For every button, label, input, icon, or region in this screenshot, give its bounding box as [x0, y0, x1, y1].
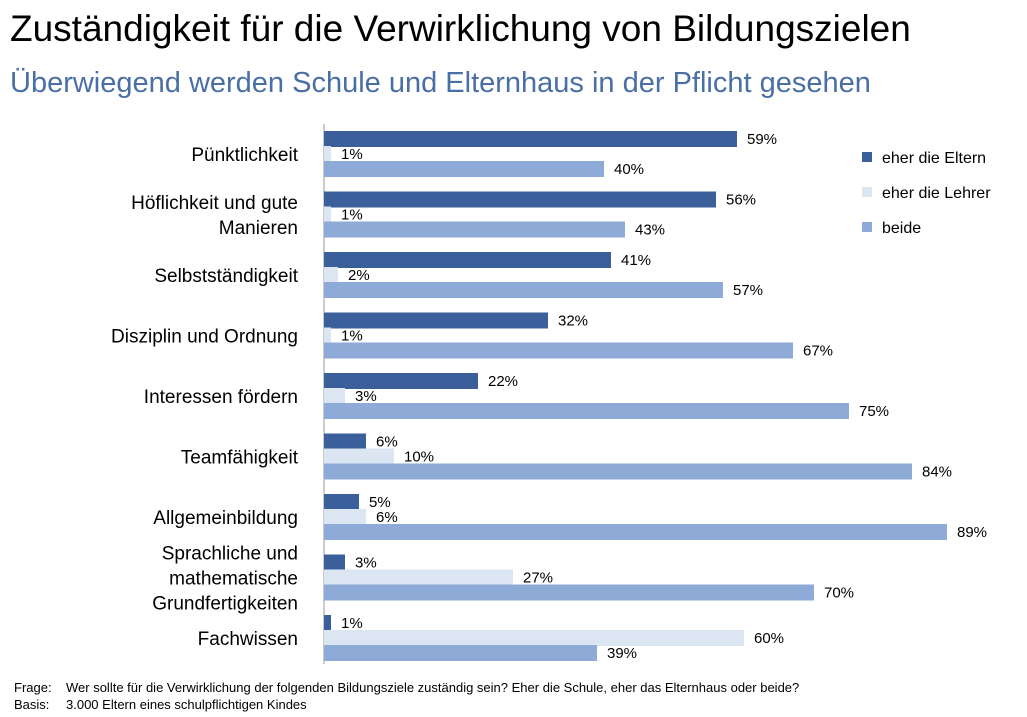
data-label: 40%: [614, 161, 644, 178]
bar-eher-die-Lehrer: [324, 146, 331, 162]
data-label: 56%: [726, 192, 756, 209]
bar-eher-die-Lehrer: [324, 509, 366, 525]
category-label: Teamfähigkeit: [181, 448, 299, 469]
bar-eher-die-Lehrer: [324, 630, 744, 646]
bar-eher-die-Lehrer: [324, 267, 338, 283]
data-label: 39%: [607, 645, 637, 662]
bar-eher-die-Eltern: [324, 615, 331, 631]
data-label: 59%: [747, 131, 777, 148]
bar-beide: [324, 645, 597, 661]
category-label: Interessen fördern: [144, 387, 298, 408]
bar-eher-die-Eltern: [324, 312, 548, 329]
bar-beide: [324, 161, 604, 177]
data-label: 67%: [803, 343, 833, 360]
footer-basis-label: Basis:: [14, 697, 50, 712]
category-label: Sprachliche und: [162, 544, 298, 565]
data-label: 70%: [824, 585, 854, 602]
bar-eher-die-Lehrer: [324, 327, 331, 344]
data-label: 89%: [957, 524, 987, 541]
data-label: 1%: [341, 615, 363, 632]
bar-eher-die-Eltern: [324, 131, 737, 147]
data-label: 2%: [348, 267, 370, 284]
data-label: 10%: [404, 449, 434, 466]
bar-eher-die-Lehrer: [324, 448, 394, 465]
chart-title: Zuständigkeit für die Verwirklichung von…: [10, 8, 911, 49]
category-label: mathematische: [169, 569, 298, 590]
data-label: 41%: [621, 252, 651, 269]
bar-eher-die-Eltern: [324, 554, 345, 571]
data-label: 1%: [341, 146, 363, 163]
footer-basis: Basis: 3.000 Eltern eines schulpflichtige…: [14, 697, 307, 712]
data-label: 22%: [488, 373, 518, 390]
category-label: Disziplin und Ordnung: [111, 327, 298, 348]
data-label: 43%: [635, 222, 665, 239]
bar-beide: [324, 282, 723, 298]
bar-eher-die-Eltern: [324, 494, 359, 510]
bar-beide: [324, 584, 814, 601]
legend-swatch: [862, 187, 872, 197]
footer-question-text: Wer sollte für die Verwirklichung der fo…: [66, 680, 800, 695]
legend-swatch: [862, 152, 872, 162]
data-label: 57%: [733, 282, 763, 299]
chart-subtitle: Überwiegend werden Schule und Elternhaus…: [10, 67, 871, 99]
legend-label: eher die Lehrer: [882, 185, 991, 202]
category-label: Manieren: [219, 218, 298, 239]
category-label: Selbstständigkeit: [154, 266, 298, 287]
data-label: 3%: [355, 555, 377, 572]
bar-eher-die-Eltern: [324, 373, 478, 389]
bar-eher-die-Lehrer: [324, 569, 513, 586]
data-label: 5%: [369, 494, 391, 511]
bar-beide: [324, 524, 947, 540]
footer-question: Frage: Wer sollte für die Verwirklichung …: [14, 680, 799, 695]
bar-eher-die-Lehrer: [324, 388, 345, 404]
bar-eher-die-Eltern: [324, 433, 366, 450]
bar-eher-die-Eltern: [324, 252, 611, 268]
bar-beide: [324, 463, 912, 480]
bar-beide: [324, 221, 625, 238]
data-label: 27%: [523, 570, 553, 587]
footer-question-label: Frage:: [14, 680, 52, 695]
data-label: 75%: [859, 403, 889, 420]
legend-label: eher die Eltern: [882, 150, 986, 167]
data-label: 6%: [376, 434, 398, 451]
bar-beide: [324, 403, 849, 419]
legend-swatch: [862, 222, 872, 232]
data-label: 60%: [754, 630, 784, 647]
data-label: 1%: [341, 207, 363, 224]
data-label: 3%: [355, 388, 377, 405]
bar-eher-die-Eltern: [324, 191, 716, 208]
data-label: 32%: [558, 313, 588, 330]
category-label: Höflichkeit und gute: [131, 193, 298, 214]
category-label: Pünktlichkeit: [191, 145, 298, 166]
category-label: Fachwissen: [198, 629, 298, 650]
category-label: Grundfertigkeiten: [152, 594, 298, 615]
legend-label: beide: [882, 220, 921, 237]
category-label: Allgemeinbildung: [153, 508, 298, 529]
footer-basis-text: 3.000 Eltern eines schulpflichtigen Kind…: [66, 697, 307, 712]
data-label: 6%: [376, 509, 398, 526]
data-label: 84%: [922, 464, 952, 481]
data-label: 1%: [341, 328, 363, 345]
bar-beide: [324, 342, 793, 359]
bar-eher-die-Lehrer: [324, 206, 331, 223]
